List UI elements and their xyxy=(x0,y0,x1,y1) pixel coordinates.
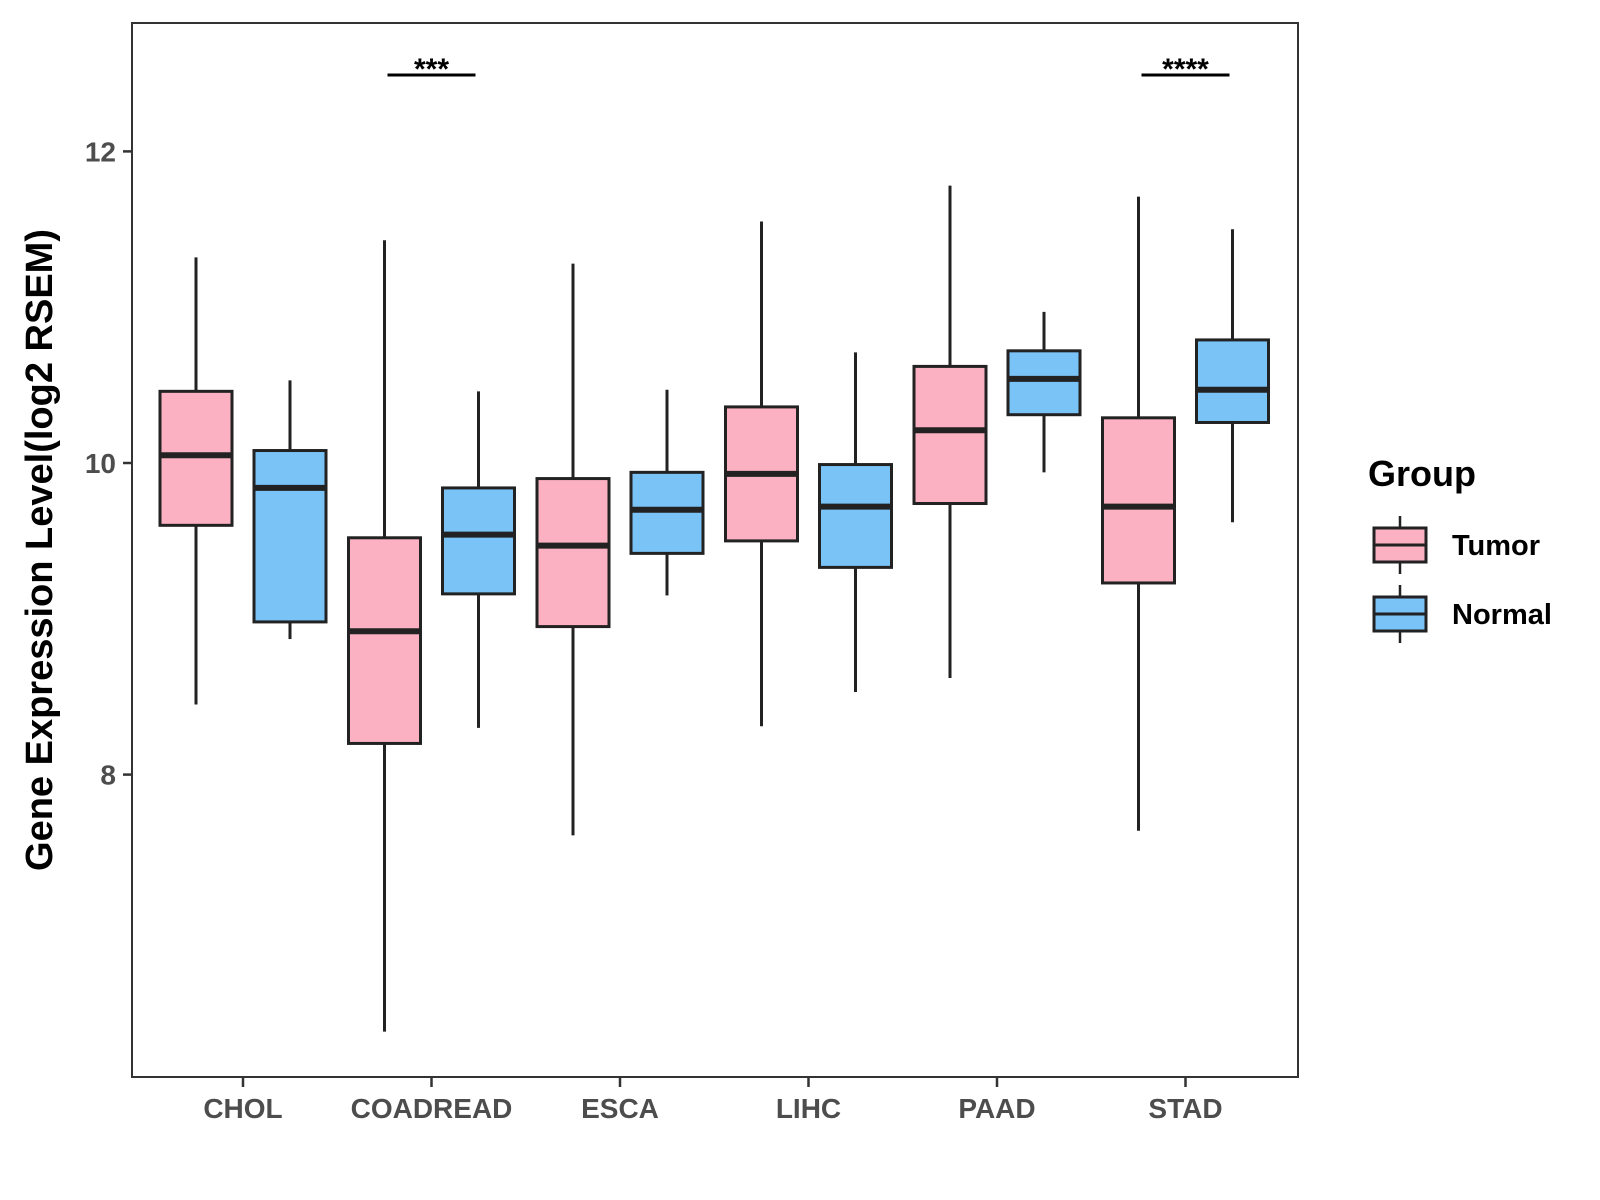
significance-label: **** xyxy=(1162,53,1209,86)
y-tick-label: 12 xyxy=(85,136,116,167)
y-tick-label: 8 xyxy=(100,760,116,791)
y-axis-title: Gene Expression Level(log2 RSEM) xyxy=(19,229,61,871)
box-iqr xyxy=(252,449,328,624)
x-tick-label-coadread: COADREAD xyxy=(351,1093,513,1124)
box-esca-tumor xyxy=(535,263,611,836)
box-iqr xyxy=(347,536,422,745)
box-iqr xyxy=(158,389,234,527)
box-coadread-normal xyxy=(441,391,516,728)
y-axis: 8 10 12 xyxy=(85,136,132,791)
significance-label: *** xyxy=(414,53,449,86)
box-iqr xyxy=(912,364,988,506)
boxes-layer xyxy=(158,185,1270,1032)
box-esca-normal xyxy=(629,389,705,596)
x-tick-label-lihc: LIHC xyxy=(776,1093,841,1124)
y-tick-label: 10 xyxy=(85,448,116,479)
legend-item-normal: Normal xyxy=(1372,585,1552,643)
x-tick-label-paad: PAAD xyxy=(958,1093,1035,1124)
legend-label: Normal xyxy=(1452,599,1552,631)
box-stad-normal xyxy=(1195,229,1270,523)
plot-panel-border xyxy=(131,22,1299,1078)
box-iqr xyxy=(629,470,705,555)
x-tick-label-stad: STAD xyxy=(1148,1093,1222,1124)
significance-annotations: *** **** xyxy=(387,53,1230,86)
box-lihc-tumor xyxy=(724,221,799,727)
box-iqr xyxy=(1006,349,1082,417)
box-lihc-normal xyxy=(818,352,893,693)
box-iqr xyxy=(535,477,611,629)
legend: Group Tumor Normal xyxy=(1368,453,1552,643)
box-coadread-tumor xyxy=(347,240,422,1032)
box-stad-tumor xyxy=(1101,196,1176,831)
x-axis: CHOL COADREAD ESCA LIHC PAAD STAD xyxy=(203,1077,1223,1124)
box-iqr xyxy=(441,486,516,596)
box-paad-tumor xyxy=(912,185,988,679)
box-paad-normal xyxy=(1006,311,1082,473)
x-tick-label-chol: CHOL xyxy=(203,1093,282,1124)
box-iqr xyxy=(1195,338,1270,424)
box-chol-tumor xyxy=(158,257,234,705)
legend-title: Group xyxy=(1368,453,1476,494)
legend-item-tumor: Tumor xyxy=(1372,516,1540,574)
x-tick-label-esca: ESCA xyxy=(581,1093,659,1124)
box-iqr xyxy=(1101,416,1176,585)
box-iqr xyxy=(818,463,893,569)
legend-label: Tumor xyxy=(1452,530,1540,562)
box-chol-normal xyxy=(252,380,328,640)
